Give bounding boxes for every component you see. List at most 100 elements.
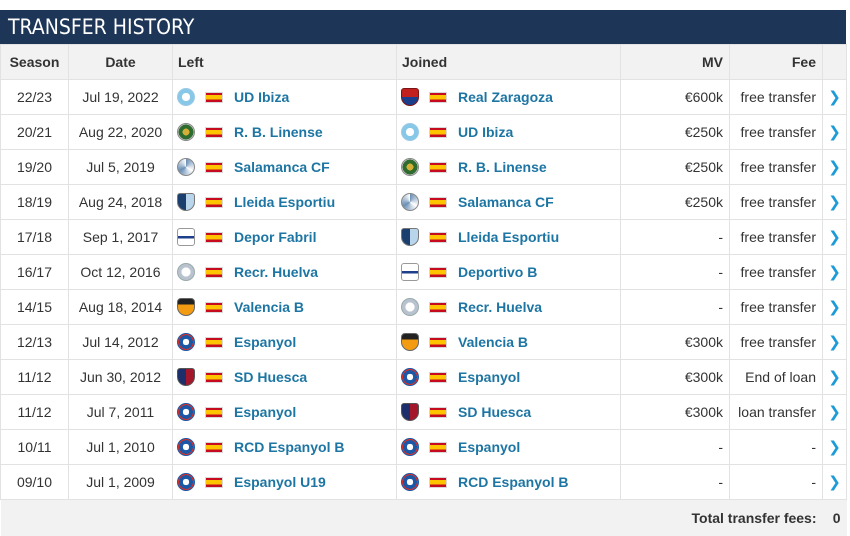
- left-club-link[interactable]: Salamanca CF: [234, 159, 330, 175]
- left-club-link[interactable]: Lleida Esportiu: [234, 194, 336, 210]
- table-row: 12/13 Jul 14, 2012 Espanyol Valencia B €300k…: [0, 324, 847, 360]
- fee-cell: -: [729, 464, 823, 500]
- fee-cell: free transfer: [729, 79, 823, 115]
- club-crest-icon[interactable]: [401, 333, 419, 351]
- club-crest-icon[interactable]: [177, 333, 195, 351]
- club-crest-icon[interactable]: [177, 263, 195, 281]
- season-cell: 16/17: [0, 254, 69, 290]
- date-cell: Oct 12, 2016: [68, 254, 173, 290]
- fee-cell: free transfer: [729, 149, 823, 185]
- club-crest-icon[interactable]: [177, 158, 195, 176]
- market-value-cell: €250k: [620, 114, 730, 150]
- chevron-right-icon[interactable]: ❯: [822, 359, 847, 395]
- left-club-cell: SD Huesca: [172, 359, 397, 395]
- spain-flag-icon: [429, 91, 447, 103]
- left-club-link[interactable]: Valencia B: [234, 299, 305, 315]
- spain-flag-icon: [205, 301, 223, 313]
- joined-club-link[interactable]: SD Huesca: [458, 404, 532, 420]
- joined-club-link[interactable]: Recr. Huelva: [458, 299, 543, 315]
- chevron-right-icon[interactable]: ❯: [822, 254, 847, 290]
- club-crest-icon[interactable]: [177, 403, 195, 421]
- panel-title: TRANSFER HISTORY: [0, 10, 846, 44]
- season-cell: 19/20: [0, 149, 69, 185]
- club-crest-icon[interactable]: [401, 228, 419, 246]
- club-crest-icon[interactable]: [401, 438, 419, 456]
- season-cell: 18/19: [0, 184, 69, 220]
- table-row: 20/21 Aug 22, 2020 R. B. Linense UD Ibiza €2…: [0, 114, 847, 150]
- chevron-right-icon[interactable]: ❯: [822, 149, 847, 185]
- spain-flag-icon: [429, 196, 447, 208]
- club-crest-icon[interactable]: [401, 158, 419, 176]
- season-cell: 14/15: [0, 289, 69, 325]
- col-mv-header: MV: [620, 44, 730, 80]
- col-fee-header: Fee: [729, 44, 823, 80]
- left-club-cell: Recr. Huelva: [172, 254, 397, 290]
- club-crest-icon[interactable]: [401, 368, 419, 386]
- market-value-cell: -: [620, 429, 730, 465]
- left-club-link[interactable]: Espanyol: [234, 334, 297, 350]
- left-club-link[interactable]: RCD Espanyol B: [234, 439, 345, 455]
- chevron-right-icon[interactable]: ❯: [822, 219, 847, 255]
- left-club-link[interactable]: SD Huesca: [234, 369, 308, 385]
- joined-club-link[interactable]: Real Zaragoza: [458, 89, 553, 105]
- chevron-right-icon[interactable]: ❯: [822, 324, 847, 360]
- club-crest-icon[interactable]: [177, 473, 195, 491]
- fee-cell: free transfer: [729, 184, 823, 220]
- chevron-right-icon[interactable]: ❯: [822, 184, 847, 220]
- club-crest-icon[interactable]: [401, 298, 419, 316]
- left-club-cell: R. B. Linense: [172, 114, 397, 150]
- left-club-link[interactable]: Espanyol U19: [234, 474, 326, 490]
- chevron-right-icon[interactable]: ❯: [822, 289, 847, 325]
- left-club-link[interactable]: Espanyol: [234, 404, 297, 420]
- spain-flag-icon: [429, 336, 447, 348]
- fee-cell: End of loan: [729, 359, 823, 395]
- club-crest-icon[interactable]: [401, 123, 419, 141]
- joined-club-cell: RCD Espanyol B: [396, 464, 621, 500]
- chevron-right-icon[interactable]: ❯: [822, 114, 847, 150]
- left-club-link[interactable]: R. B. Linense: [234, 124, 323, 140]
- club-crest-icon[interactable]: [177, 228, 195, 246]
- season-cell: 22/23: [0, 79, 69, 115]
- club-crest-icon[interactable]: [177, 368, 195, 386]
- joined-club-link[interactable]: Espanyol: [458, 439, 521, 455]
- spain-flag-icon: [429, 231, 447, 243]
- total-fees-label: Total transfer fees:: [0, 499, 823, 536]
- left-club-link[interactable]: Depor Fabril: [234, 229, 317, 245]
- club-crest-icon[interactable]: [177, 438, 195, 456]
- fee-cell: free transfer: [729, 254, 823, 290]
- club-crest-icon[interactable]: [401, 88, 419, 106]
- joined-club-link[interactable]: Salamanca CF: [458, 194, 554, 210]
- market-value-cell: -: [620, 464, 730, 500]
- chevron-right-icon[interactable]: ❯: [822, 464, 847, 500]
- joined-club-link[interactable]: Lleida Esportiu: [458, 229, 560, 245]
- spain-flag-icon: [205, 126, 223, 138]
- market-value-cell: €300k: [620, 324, 730, 360]
- chevron-right-icon[interactable]: ❯: [822, 429, 847, 465]
- club-crest-icon[interactable]: [401, 403, 419, 421]
- club-crest-icon[interactable]: [177, 193, 195, 211]
- club-crest-icon[interactable]: [401, 263, 419, 281]
- club-crest-icon[interactable]: [177, 123, 195, 141]
- club-crest-icon[interactable]: [401, 193, 419, 211]
- chevron-right-icon[interactable]: ❯: [822, 394, 847, 430]
- joined-club-link[interactable]: UD Ibiza: [458, 124, 514, 140]
- left-club-link[interactable]: Recr. Huelva: [234, 264, 319, 280]
- chevron-right-icon[interactable]: ❯: [822, 79, 847, 115]
- joined-club-link[interactable]: RCD Espanyol B: [458, 474, 569, 490]
- left-club-link[interactable]: UD Ibiza: [234, 89, 290, 105]
- spain-flag-icon: [429, 406, 447, 418]
- club-crest-icon[interactable]: [177, 298, 195, 316]
- date-cell: Aug 22, 2020: [68, 114, 173, 150]
- joined-club-link[interactable]: Deportivo B: [458, 264, 538, 280]
- joined-club-link[interactable]: Valencia B: [458, 334, 529, 350]
- club-crest-icon[interactable]: [401, 473, 419, 491]
- left-club-cell: UD Ibiza: [172, 79, 397, 115]
- joined-club-link[interactable]: R. B. Linense: [458, 159, 547, 175]
- table-row: 16/17 Oct 12, 2016 Recr. Huelva Deportivo B…: [0, 254, 847, 290]
- joined-club-link[interactable]: Espanyol: [458, 369, 521, 385]
- club-crest-icon[interactable]: [177, 88, 195, 106]
- col-date-header: Date: [68, 44, 173, 80]
- date-cell: Aug 18, 2014: [68, 289, 173, 325]
- fee-cell: free transfer: [729, 114, 823, 150]
- date-cell: Jul 14, 2012: [68, 324, 173, 360]
